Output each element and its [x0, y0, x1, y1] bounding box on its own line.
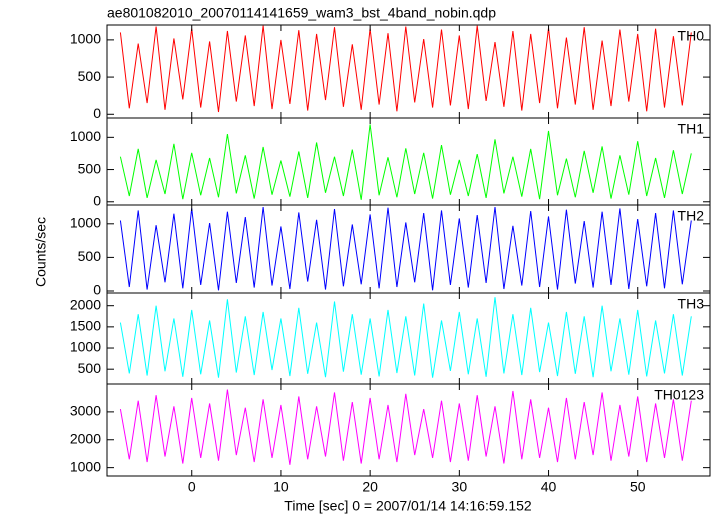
panel-frame: [106, 204, 711, 294]
y-axis-label: Counts/sec: [33, 217, 49, 287]
chart-title: ae801082010_20070114141659_wam3_bst_4ban…: [107, 5, 496, 21]
y-tick-label: 500: [78, 160, 102, 176]
panel-label: TH3: [678, 296, 705, 312]
panel-frame: [106, 383, 711, 477]
y-tick-label: 2000: [70, 296, 101, 312]
x-tick-label: 10: [273, 479, 289, 495]
y-tick-label: 1000: [70, 339, 101, 355]
data-line: [119, 124, 692, 200]
y-tick-label: 1500: [70, 318, 101, 334]
y-tick-label: 0: [93, 282, 101, 298]
panel-frame: [106, 24, 711, 119]
panel-label: TH2: [678, 208, 705, 224]
x-tick-label: 20: [362, 479, 378, 495]
panel-frame: [106, 292, 711, 385]
x-tick-label: 0: [188, 479, 196, 495]
y-tick-label: 1000: [70, 458, 101, 474]
y-tick-label: 1000: [70, 128, 101, 144]
data-line: [119, 206, 692, 291]
y-tick-label: 500: [78, 248, 102, 264]
y-tick-label: 1000: [70, 215, 101, 231]
x-tick-label: 50: [630, 479, 646, 495]
y-tick-label: 500: [78, 68, 102, 84]
y-tick-label: 3000: [70, 403, 101, 419]
panel-label: TH0123: [654, 387, 704, 403]
y-tick-label: 500: [78, 360, 102, 376]
x-tick-label: 40: [541, 479, 557, 495]
y-tick-label: 1000: [70, 31, 101, 47]
y-tick-label: 2000: [70, 430, 101, 446]
x-axis-label: Time [sec] 0 = 2007/01/14 14:16:59.152: [284, 498, 532, 514]
panel-label: TH1: [678, 121, 705, 137]
data-line: [119, 297, 692, 378]
y-tick-label: 0: [93, 105, 101, 121]
panel-label: TH0: [678, 28, 705, 44]
data-line: [119, 25, 692, 113]
x-tick-label: 30: [452, 479, 468, 495]
y-tick-label: 0: [93, 192, 101, 208]
data-line: [119, 389, 692, 465]
